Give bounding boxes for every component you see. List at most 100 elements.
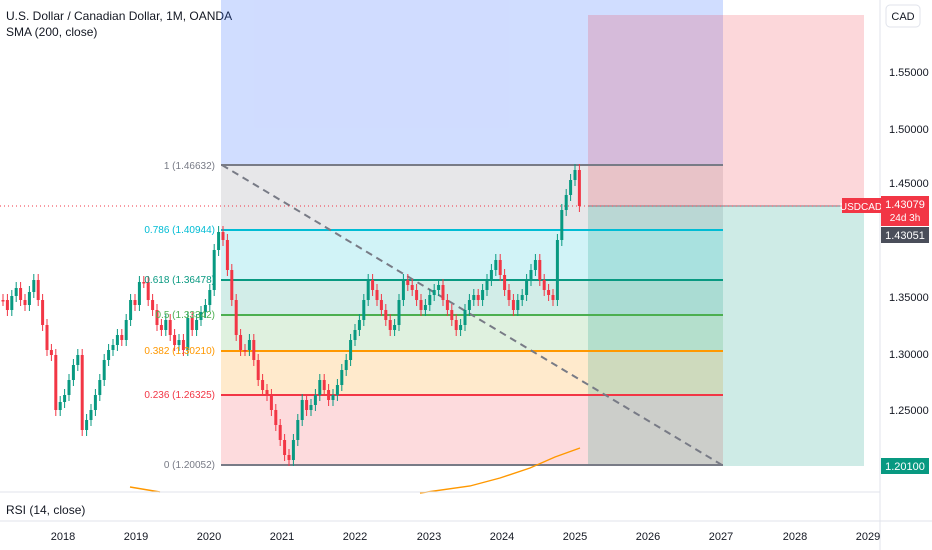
candle-body	[225, 240, 229, 270]
candle-body	[159, 325, 163, 330]
candle-body	[450, 310, 454, 320]
candle-body	[234, 300, 238, 335]
candle-body	[1, 300, 5, 302]
rsi-indicator-label[interactable]: RSI (14, close)	[6, 503, 86, 517]
stop-badge-text: 1.20100	[885, 461, 925, 473]
candle-body	[393, 325, 397, 330]
candle-body	[327, 390, 331, 400]
fib-zone-5	[221, 351, 723, 395]
fib-label-0236: 0.236 (1.26325)	[144, 390, 215, 401]
fib-zone-4	[221, 315, 723, 351]
candle-body	[366, 280, 370, 300]
candle-body	[331, 395, 335, 400]
candle-body	[41, 300, 45, 325]
fib-zone-3	[221, 280, 723, 315]
countdown-text: 24d 3h	[890, 213, 921, 224]
candle-body	[142, 282, 146, 284]
candle-body	[410, 285, 414, 290]
candle-body	[85, 420, 89, 430]
candle-body	[124, 320, 128, 340]
candle-body	[384, 310, 388, 320]
candle-body	[357, 320, 361, 330]
candle-body	[133, 300, 137, 305]
candle-body	[181, 340, 185, 350]
candle-body	[516, 300, 520, 310]
candle-body	[269, 395, 273, 410]
price-tick: 1.45000	[889, 178, 929, 190]
candle-body	[111, 345, 115, 350]
candle-body	[467, 300, 471, 310]
chart-title: U.S. Dollar / Canadian Dollar, 1M, OANDA	[6, 9, 233, 23]
candle-body	[164, 320, 168, 330]
candle-body	[168, 320, 172, 335]
candle-body	[23, 300, 27, 305]
trend-line[interactable]	[221, 164, 723, 466]
candle-body	[14, 288, 18, 296]
candle-body	[445, 300, 449, 310]
candle-body	[353, 330, 357, 340]
candle-body	[247, 340, 251, 350]
fib-zone-2	[221, 230, 723, 280]
sma-indicator-label[interactable]: SMA (200, close)	[6, 25, 98, 39]
symbol-badge	[842, 198, 881, 213]
candle-body	[19, 288, 23, 300]
candle-body	[344, 360, 348, 370]
price-tick: 1.35000	[889, 292, 929, 304]
stop-zone[interactable]	[588, 15, 864, 206]
time-tick: 2022	[343, 531, 367, 543]
candle-body	[80, 355, 84, 430]
candle-body	[151, 300, 155, 310]
candle-body	[454, 320, 458, 330]
candle-body	[419, 300, 423, 310]
candle-body	[340, 370, 344, 385]
time-tick: 2020	[197, 531, 221, 543]
candle-body	[265, 390, 269, 395]
candle-body	[388, 320, 392, 330]
candle-body	[199, 312, 203, 320]
candle-body	[520, 295, 524, 300]
candle-body	[569, 180, 573, 195]
candle-body	[54, 355, 58, 410]
candle-body	[362, 300, 366, 320]
candle-body	[542, 280, 546, 290]
currency-button[interactable]	[885, 4, 921, 28]
candle-body	[538, 260, 542, 280]
candle-body	[503, 275, 507, 290]
candle-body	[186, 318, 190, 350]
candle-body	[102, 360, 106, 380]
candle-body	[547, 290, 551, 295]
candle-body	[432, 290, 436, 295]
time-tick: 2018	[51, 531, 75, 543]
fib-zone-1	[221, 165, 723, 230]
candle-body	[107, 350, 111, 360]
candle-body	[551, 295, 555, 300]
sma-line	[419, 447, 581, 494]
candle-body	[49, 350, 53, 355]
candle-body	[93, 395, 97, 410]
candle-body	[129, 300, 133, 320]
time-tick: 2026	[636, 531, 660, 543]
target-zone[interactable]	[588, 206, 864, 466]
candle-body	[243, 350, 247, 352]
candle-body	[203, 305, 207, 312]
candle-body	[10, 296, 14, 310]
fib-label-05: 0.5 (1.33342)	[156, 310, 216, 321]
stop-badge	[881, 458, 929, 474]
candle-body	[397, 300, 401, 325]
candle-body	[428, 295, 432, 305]
candle-body	[498, 260, 502, 275]
target-badge-text: 1.43051	[885, 230, 925, 242]
price-tick: 1.25000	[889, 405, 929, 417]
candle-body	[217, 232, 221, 250]
candle-body	[5, 300, 9, 310]
candle-body	[283, 440, 287, 455]
candle-body	[45, 325, 49, 350]
candle-body	[27, 292, 31, 305]
candle-body	[309, 405, 313, 410]
fib-label-1: 1 (1.46632)	[164, 161, 215, 172]
fib-label-0382: 0.382 (1.30210)	[144, 346, 215, 357]
candle-body	[63, 395, 67, 402]
candle-body	[278, 425, 282, 440]
candle-body	[406, 280, 410, 285]
